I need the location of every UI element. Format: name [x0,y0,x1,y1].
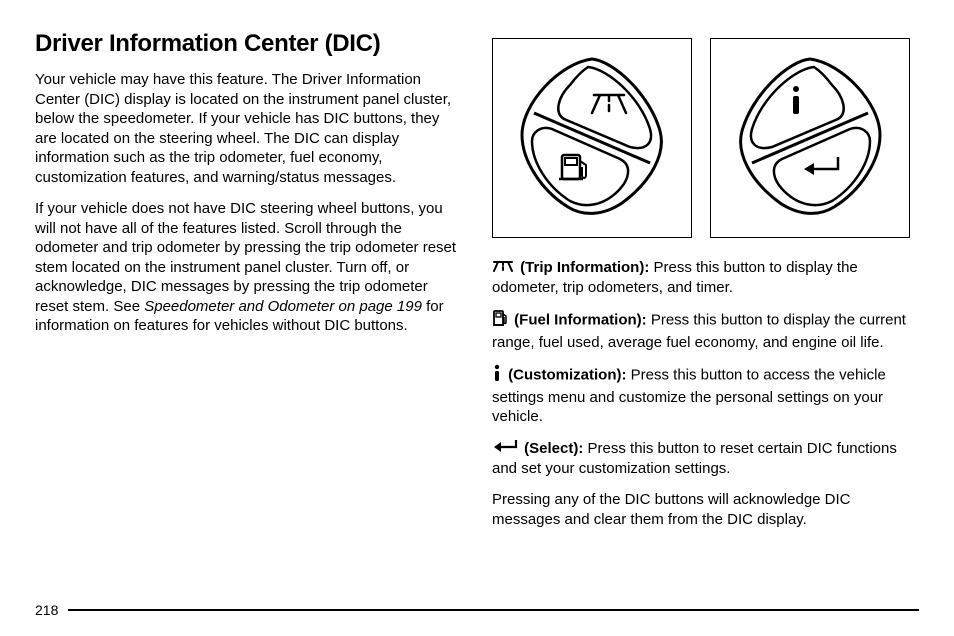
page-number: 218 [35,602,58,618]
select-label: (Select): [524,440,583,457]
button-pod-right [710,38,910,238]
button-pod-left [492,38,692,238]
footer-rule [68,609,919,611]
closing-paragraph: Pressing any of the DIC buttons will ack… [492,490,919,529]
fuel-icon [492,309,508,333]
pod-left-svg [512,53,672,223]
p2-reference: Speedometer and Odometer on page 199 [144,298,422,315]
info-icon [492,364,502,388]
trip-icon [492,258,514,278]
page-title: Driver Information Center (DIC) [35,30,462,58]
desc-custom: (Customization): Press this button to ac… [492,364,919,427]
custom-label: (Customization): [508,367,626,384]
fuel-label: (Fuel Information): [514,312,646,329]
desc-trip: (Trip Information): Press this button to… [492,258,919,297]
select-icon [492,439,518,459]
page-footer: 218 [35,602,919,618]
desc-fuel: (Fuel Information): Press this button to… [492,309,919,352]
intro-paragraph-1: Your vehicle may have this feature. The … [35,70,462,187]
button-diagrams-row [492,38,919,238]
intro-paragraph-2: If your vehicle does not have DIC steeri… [35,199,462,336]
pod-right-svg [730,53,890,223]
desc-select: (Select): Press this button to reset cer… [492,439,919,478]
trip-label: (Trip Information): [520,259,649,276]
